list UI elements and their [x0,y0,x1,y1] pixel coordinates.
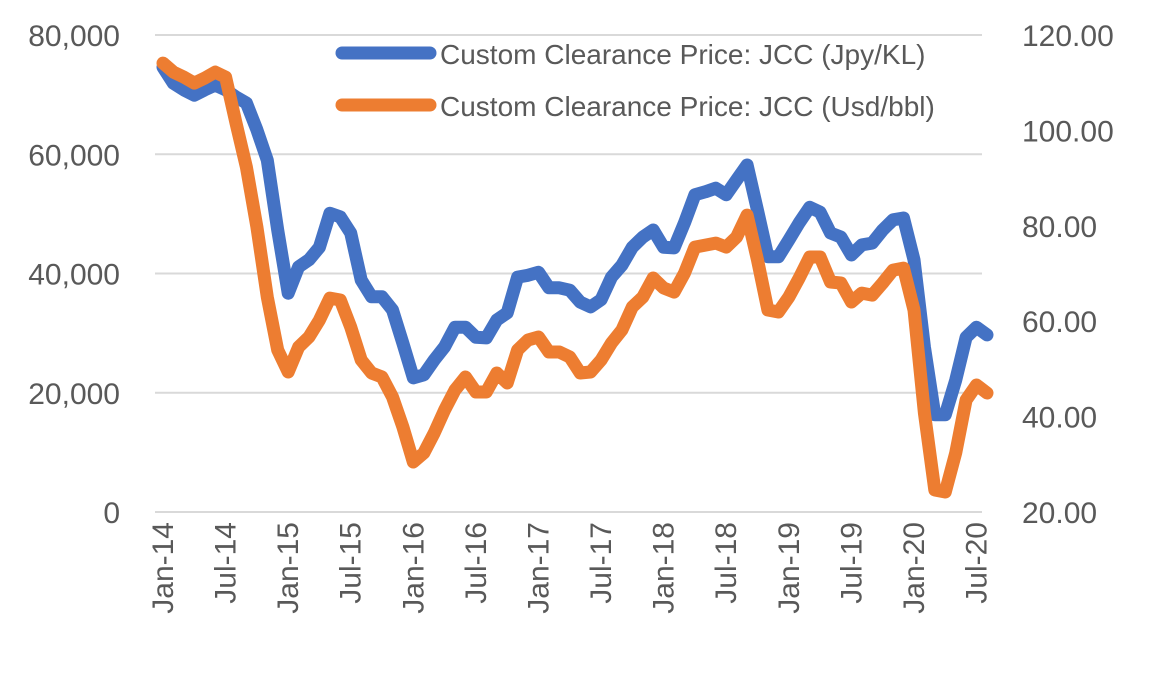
left-tick-label: 60,000 [28,139,120,172]
x-tick-label: Jul-17 [585,522,618,604]
x-tick-label: Jan-15 [272,522,305,614]
left-tick-label: 20,000 [28,378,120,411]
x-tick-label: Jul-20 [961,522,994,604]
legend: Custom Clearance Price: JCC (Jpy/KL) Cus… [335,39,935,122]
right-tick-label: 80.00 [1022,211,1097,244]
right-tick-label: 60.00 [1022,306,1097,339]
x-tick-label: Jan-14 [147,522,180,614]
right-tick-label: 20.00 [1022,497,1097,530]
right-tick-label: 100.00 [1022,115,1114,148]
right-tick-label: 120.00 [1022,20,1114,53]
series-line-jpy-kl [156,60,994,422]
right-tick-label: 40.00 [1022,402,1097,435]
left-axis-tick-labels: 0 20,000 40,000 60,000 80,000 [28,20,120,530]
legend-label-jpy: Custom Clearance Price: JCC (Jpy/KL) [440,39,925,70]
series-lines [156,56,994,499]
left-tick-label: 0 [103,497,120,530]
x-tick-label: Jan-16 [397,522,430,614]
x-tick-label: Jul-18 [710,522,743,604]
x-tick-label: Jul-19 [835,522,868,604]
x-tick-label: Jan-19 [773,522,806,614]
x-tick-label: Jan-18 [648,522,681,614]
x-tick-label: Jan-20 [898,522,931,614]
x-axis-tick-labels: Jan-14 Jul-14 Jan-15 Jul-15 Jan-16 Jul-16 Jan-… [147,522,994,614]
legend-label-usd: Custom Clearance Price: JCC (Usd/bbl) [440,91,935,122]
left-tick-label: 80,000 [28,20,120,53]
left-tick-label: 40,000 [28,259,120,292]
right-axis-tick-labels: 20.00 40.00 60.00 80.00 100.00 120.00 [1022,20,1114,530]
x-tick-label: Jul-15 [335,522,368,604]
x-tick-label: Jan-17 [522,522,555,614]
x-tick-label: Jul-14 [210,522,243,604]
series-line-usd-bbl [156,56,994,499]
x-tick-label: Jul-16 [460,522,493,604]
